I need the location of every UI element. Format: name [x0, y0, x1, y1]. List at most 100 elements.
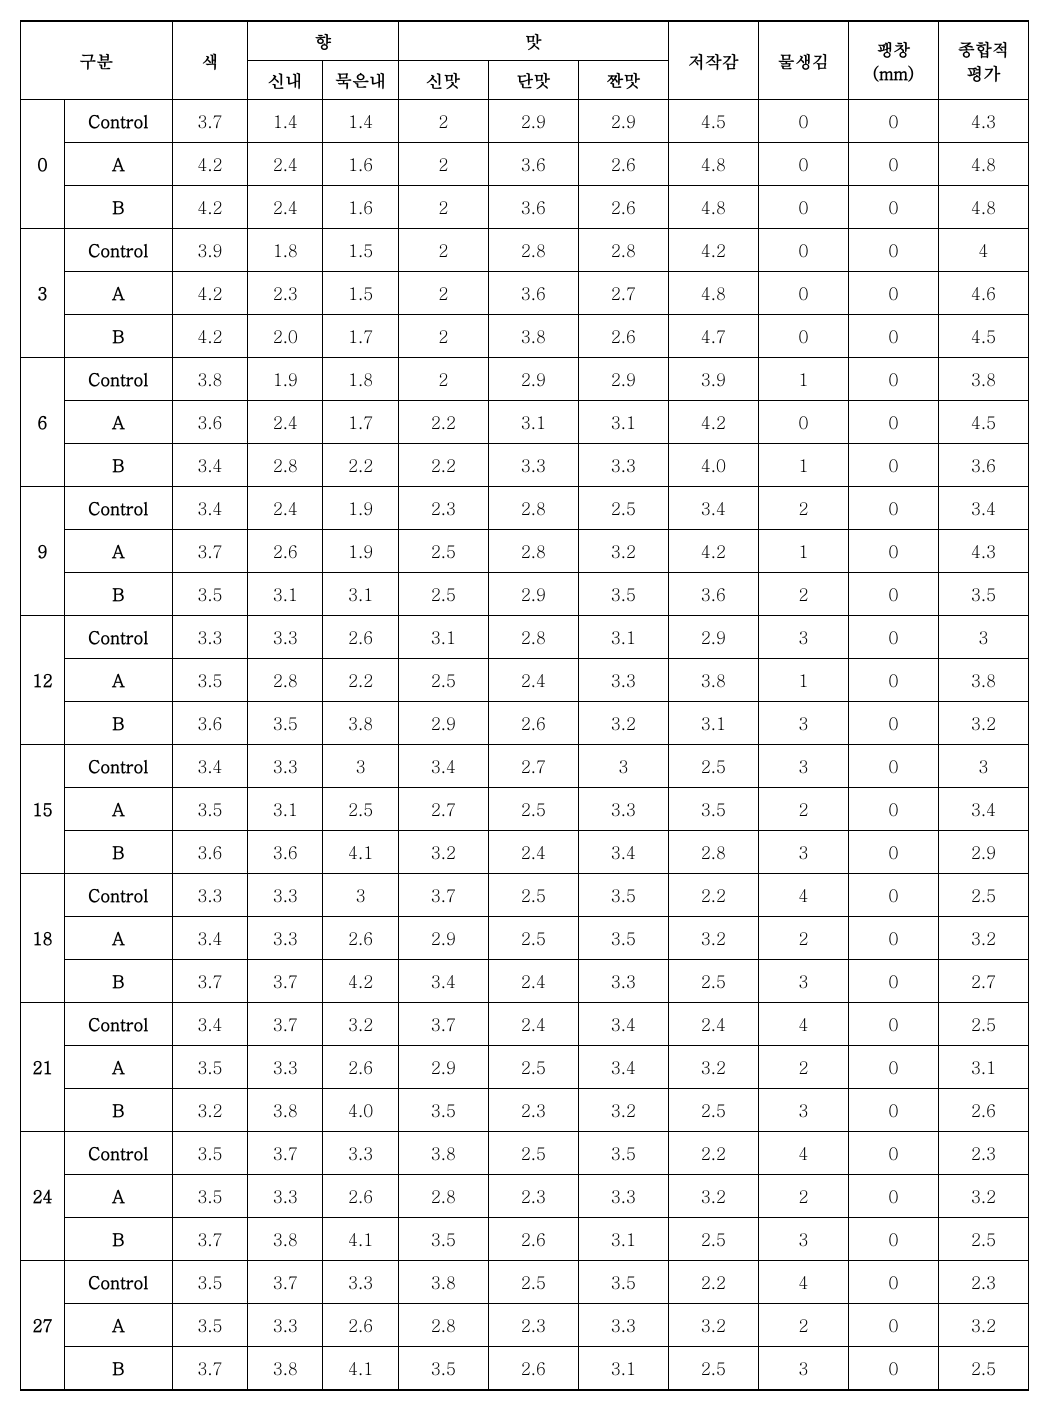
value-cell: 2.6: [323, 1175, 398, 1218]
value-cell: 0: [758, 186, 848, 229]
value-cell: 3.5: [172, 1261, 247, 1304]
header-color: 색: [172, 21, 247, 100]
value-cell: 3.5: [578, 573, 668, 616]
value-cell: 2.6: [938, 1089, 1028, 1132]
value-cell: 2.5: [488, 874, 578, 917]
sample-cell: Control: [64, 1132, 172, 1175]
value-cell: 3.8: [323, 702, 398, 745]
value-cell: 0: [848, 1046, 938, 1089]
value-cell: 2.8: [398, 1175, 488, 1218]
sample-cell: B: [64, 702, 172, 745]
value-cell: 3.5: [172, 788, 247, 831]
sample-cell: Control: [64, 1003, 172, 1046]
value-cell: 2.3: [248, 272, 323, 315]
value-cell: 2.8: [488, 530, 578, 573]
header-water: 물생김: [758, 21, 848, 100]
value-cell: 4.5: [938, 315, 1028, 358]
sample-cell: Control: [64, 229, 172, 272]
value-cell: 2.8: [488, 616, 578, 659]
value-cell: 2: [398, 358, 488, 401]
value-cell: 4.8: [938, 143, 1028, 186]
value-cell: 2.0: [248, 315, 323, 358]
table-row: B4.22.41.623.62.64.8004.8: [21, 186, 1029, 229]
value-cell: 2.9: [578, 100, 668, 143]
value-cell: 4.0: [668, 444, 758, 487]
value-cell: 4.2: [172, 315, 247, 358]
header-overall: 종합적 평가: [938, 21, 1028, 100]
value-cell: 3.5: [578, 874, 668, 917]
day-cell: 21: [21, 1003, 65, 1132]
table-row: B3.53.13.12.52.93.53.6203.5: [21, 573, 1029, 616]
value-cell: 3.3: [578, 788, 668, 831]
value-cell: 0: [848, 401, 938, 444]
value-cell: 2.2: [668, 874, 758, 917]
value-cell: 2.8: [248, 444, 323, 487]
value-cell: 3.1: [488, 401, 578, 444]
value-cell: 2: [758, 917, 848, 960]
value-cell: 3.7: [248, 960, 323, 1003]
value-cell: 2.6: [248, 530, 323, 573]
header-swelling-label: 팽창: [876, 37, 910, 61]
value-cell: 2.9: [488, 100, 578, 143]
value-cell: 3.8: [398, 1132, 488, 1175]
value-cell: 4: [758, 1003, 848, 1046]
value-cell: 3: [323, 745, 398, 788]
header-gubun: 구분: [21, 21, 173, 100]
value-cell: 2.8: [488, 487, 578, 530]
value-cell: 3.7: [172, 1218, 247, 1261]
day-cell: 6: [21, 358, 65, 487]
value-cell: 3.7: [248, 1261, 323, 1304]
value-cell: 3.9: [668, 358, 758, 401]
value-cell: 4.1: [323, 1347, 398, 1391]
table-row: 18Control3.33.333.72.53.52.2402.5: [21, 874, 1029, 917]
value-cell: 3.1: [398, 616, 488, 659]
value-cell: 3.5: [578, 1132, 668, 1175]
value-cell: 3.2: [668, 1175, 758, 1218]
value-cell: 3.5: [172, 659, 247, 702]
value-cell: 1.9: [323, 530, 398, 573]
sample-cell: B: [64, 831, 172, 874]
value-cell: 0: [848, 444, 938, 487]
value-cell: 3.3: [248, 917, 323, 960]
value-cell: 0: [758, 229, 848, 272]
header-sour-smell: 신내: [248, 61, 323, 100]
value-cell: 3.7: [172, 100, 247, 143]
table-row: A3.53.12.52.72.53.33.5203.4: [21, 788, 1029, 831]
value-cell: 2: [758, 788, 848, 831]
value-cell: 2.7: [398, 788, 488, 831]
value-cell: 3.1: [578, 1218, 668, 1261]
value-cell: 2.9: [578, 358, 668, 401]
value-cell: 3: [323, 874, 398, 917]
table-row: 21Control3.43.73.23.72.43.42.4402.5: [21, 1003, 1029, 1046]
sample-cell: A: [64, 401, 172, 444]
day-cell: 0: [21, 100, 65, 229]
value-cell: 0: [848, 788, 938, 831]
value-cell: 4.0: [323, 1089, 398, 1132]
value-cell: 3.9: [172, 229, 247, 272]
value-cell: 2: [398, 315, 488, 358]
value-cell: 3.4: [172, 745, 247, 788]
value-cell: 2.4: [488, 1003, 578, 1046]
value-cell: 2.5: [488, 1046, 578, 1089]
header-overall-label: 종합적: [958, 37, 1009, 61]
value-cell: 3.1: [248, 573, 323, 616]
day-cell: 9: [21, 487, 65, 616]
value-cell: 3.6: [938, 444, 1028, 487]
sample-cell: A: [64, 1046, 172, 1089]
value-cell: 2.5: [398, 659, 488, 702]
sample-cell: A: [64, 917, 172, 960]
header-chewiness: 저작감: [668, 21, 758, 100]
table-row: A3.62.41.72.23.13.14.2004.5: [21, 401, 1029, 444]
value-cell: 1.9: [323, 487, 398, 530]
value-cell: 4.8: [668, 143, 758, 186]
value-cell: 3.2: [938, 1304, 1028, 1347]
value-cell: 2.5: [668, 1218, 758, 1261]
value-cell: 3.3: [172, 616, 247, 659]
value-cell: 4.2: [172, 143, 247, 186]
sample-cell: Control: [64, 100, 172, 143]
value-cell: 2.4: [248, 143, 323, 186]
value-cell: 3: [938, 616, 1028, 659]
day-cell: 12: [21, 616, 65, 745]
value-cell: 3.2: [323, 1003, 398, 1046]
table-row: 6Control3.81.91.822.92.93.9103.8: [21, 358, 1029, 401]
